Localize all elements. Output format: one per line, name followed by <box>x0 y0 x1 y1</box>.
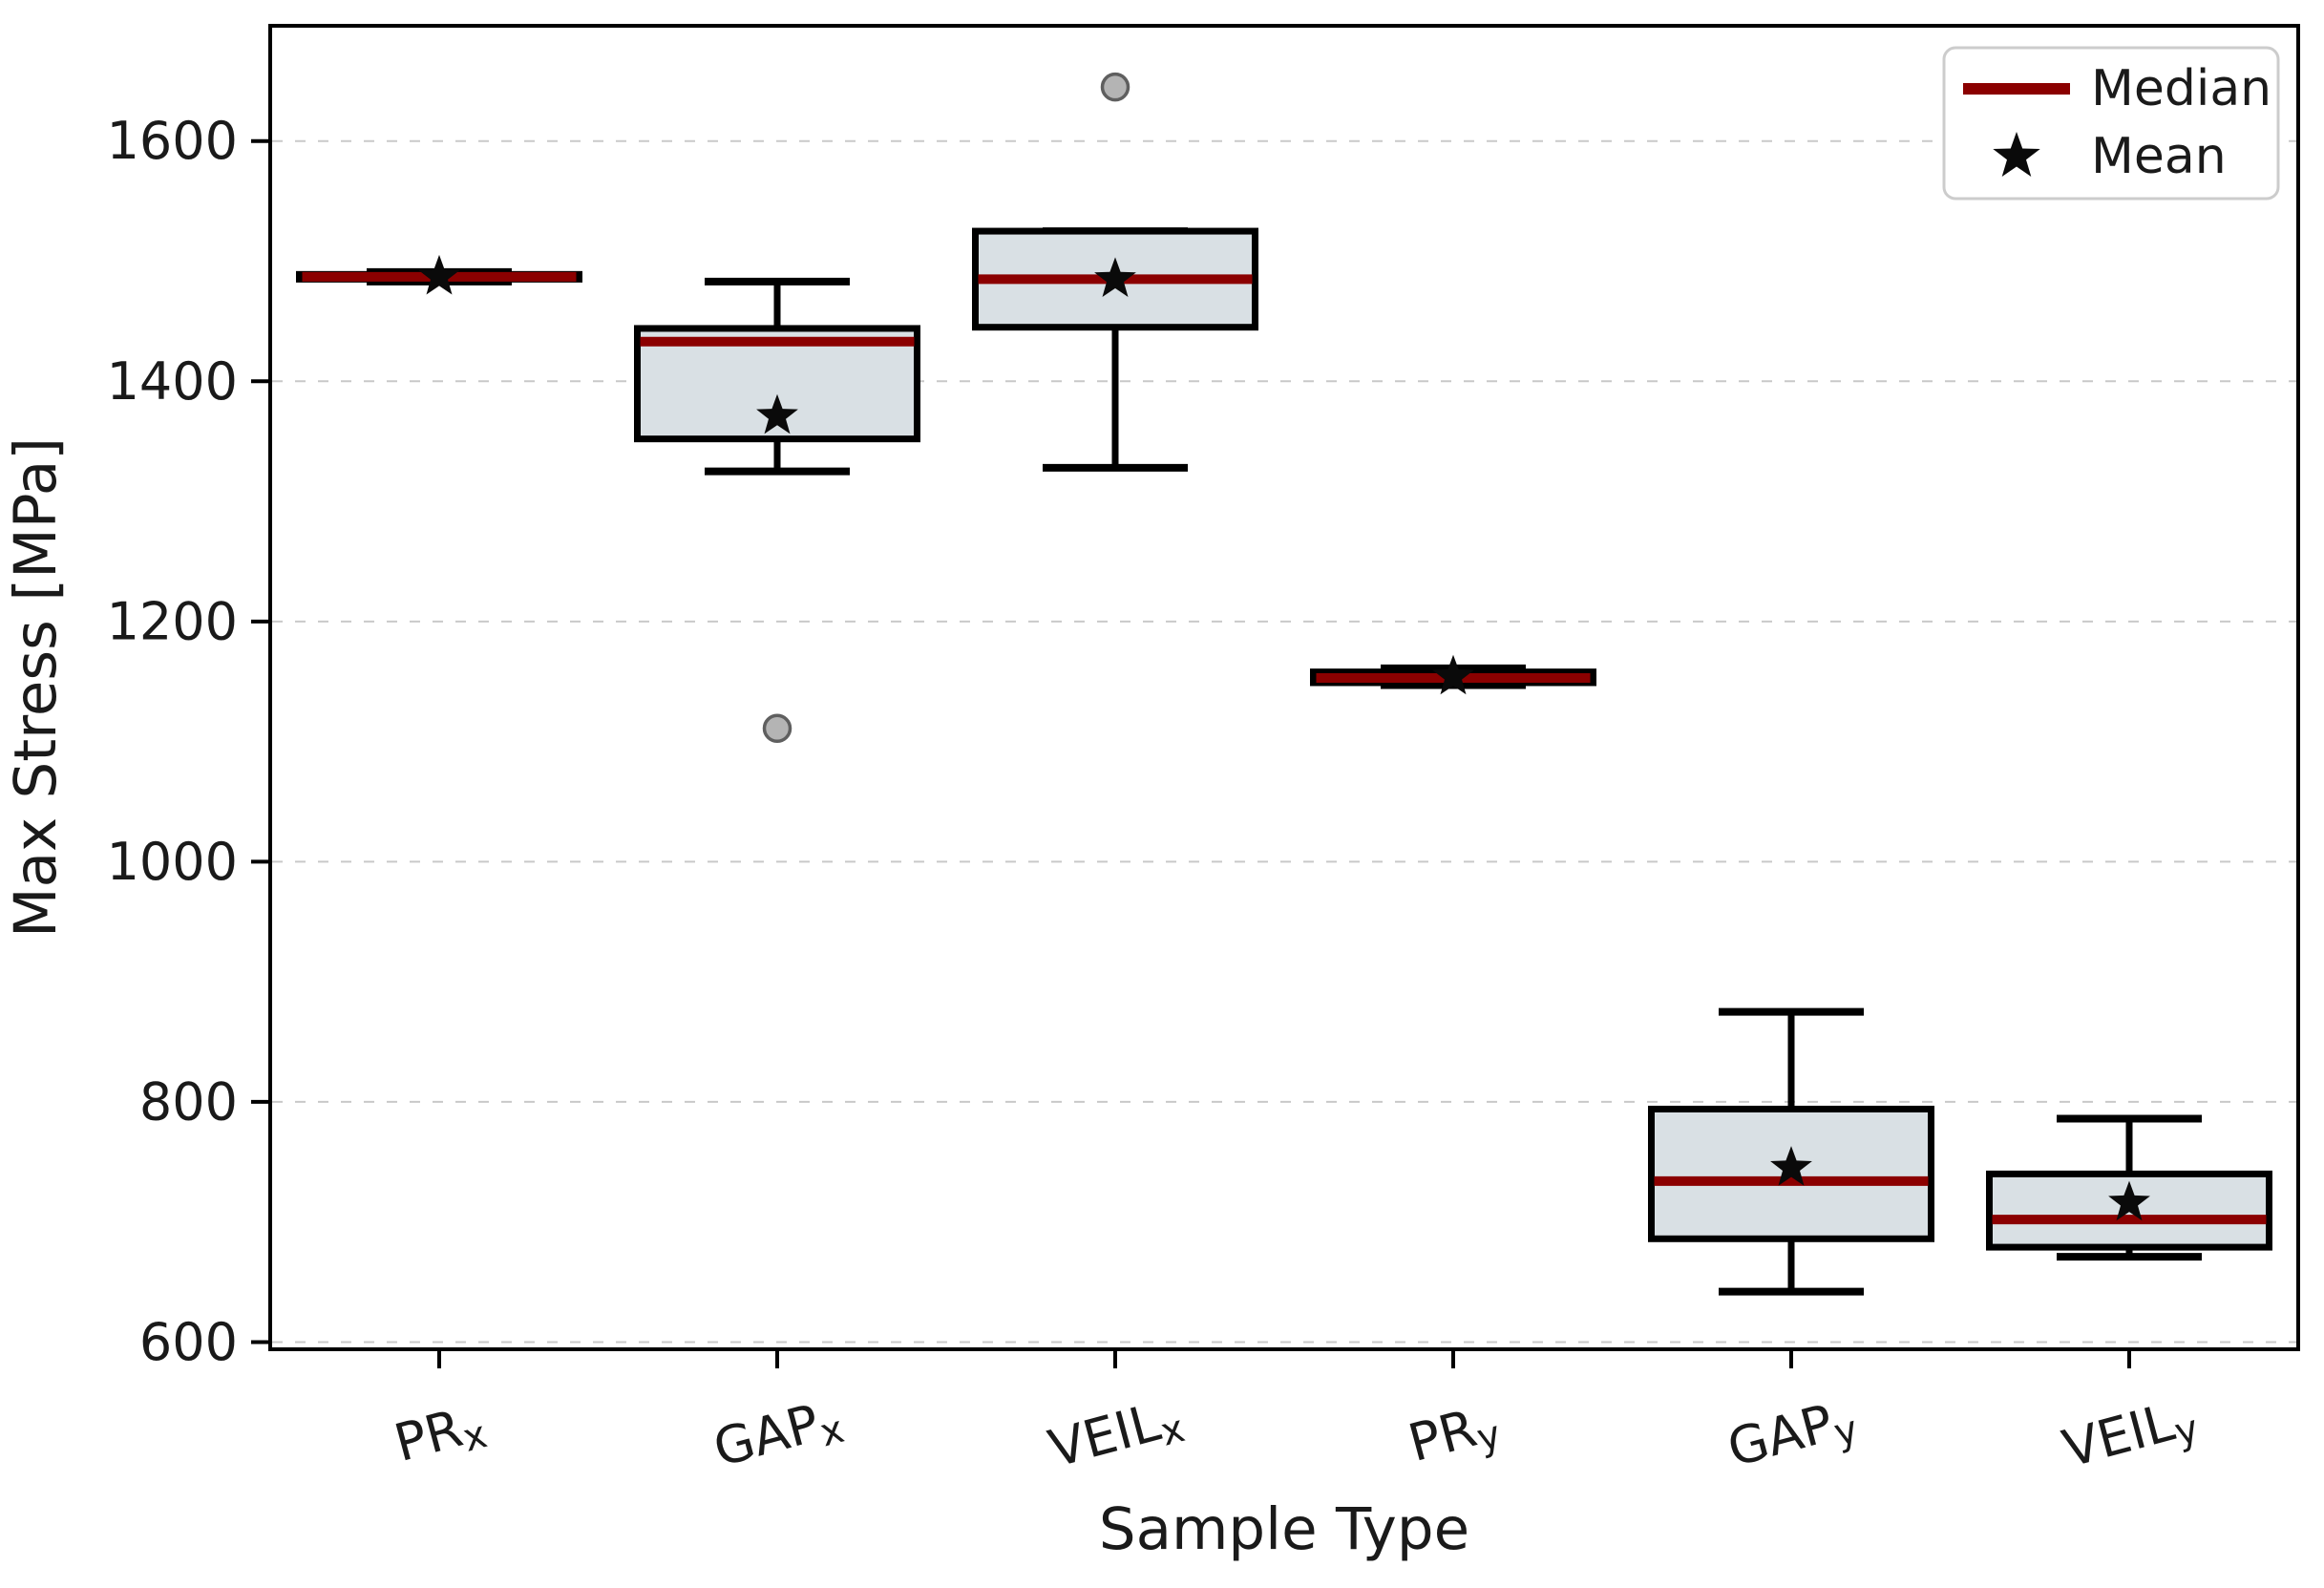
box-PR_x <box>296 254 582 295</box>
box-VEIL_x <box>972 72 1258 472</box>
y-tick-label: 800 <box>139 1071 238 1132</box>
y-grid <box>272 139 2296 1344</box>
legend-label-mean: Mean <box>2091 128 2227 185</box>
y-tick-label: 1200 <box>107 591 238 651</box>
y-tick-label: 1600 <box>107 111 238 171</box>
legend: Median Mean <box>1942 46 2280 201</box>
mean-star-marker <box>2108 1180 2150 1221</box>
y-axis-title: Max Stress [MPa] <box>2 437 70 938</box>
box-GAP_y <box>1648 1007 1934 1296</box>
legend-item-median: Median <box>1963 60 2271 117</box>
y-tick-label: 1400 <box>107 351 238 412</box>
mean-star-marker <box>1770 1146 1812 1186</box>
y-tick-label: 1000 <box>107 832 238 892</box>
x-axis-title: Sample Type <box>1099 1495 1469 1563</box>
mean-star-icon <box>1993 132 2040 177</box>
box-PR_y <box>1310 654 1596 695</box>
mean-star-marker <box>418 254 460 295</box>
y-axis: 600 800 1000 1200 1400 1600 <box>107 111 270 1372</box>
legend-label-median: Median <box>2091 60 2271 117</box>
legend-item-mean: Mean <box>1993 128 2227 185</box>
box-VEIL_y <box>1986 1114 2272 1261</box>
mean-star-marker <box>756 393 798 434</box>
y-tick-label: 600 <box>139 1312 238 1372</box>
plot-border <box>268 24 2300 1351</box>
mean-star-marker <box>1432 654 1474 695</box>
box-GAP_x <box>634 277 920 744</box>
outlier-marker <box>1100 72 1130 102</box>
iqr-box <box>1648 1105 1934 1242</box>
mean-star-marker <box>1094 257 1136 297</box>
outlier-marker <box>762 713 792 744</box>
